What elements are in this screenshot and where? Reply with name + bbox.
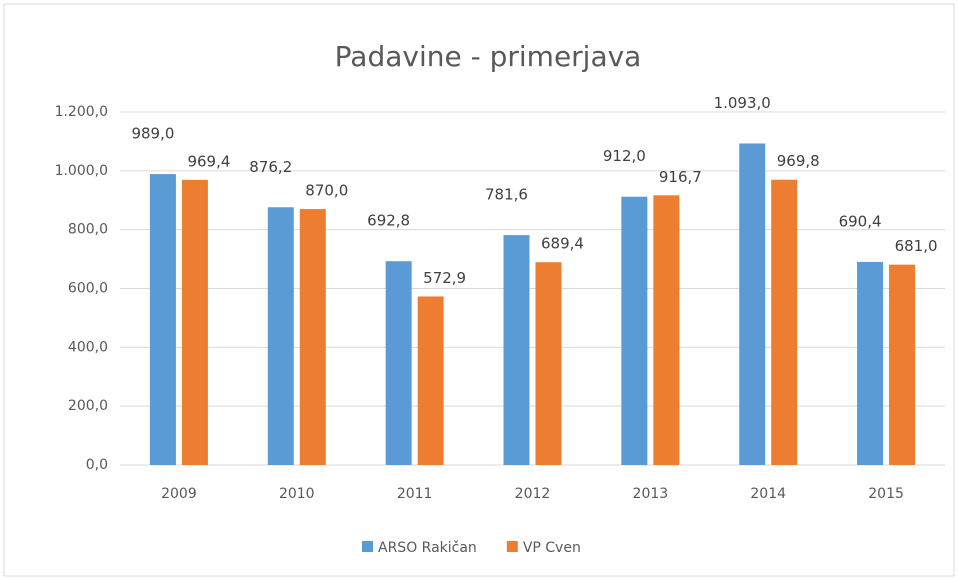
y-tick-label: 1.000,0	[55, 163, 108, 179]
x-tick-label: 2009	[161, 486, 197, 502]
data-label: 989,0	[131, 125, 174, 143]
data-label: 681,0	[895, 237, 938, 255]
bar	[739, 143, 766, 465]
bar	[181, 179, 208, 465]
bar	[621, 196, 648, 465]
legend-swatch	[362, 541, 373, 552]
bar	[417, 296, 444, 465]
data-label: 969,8	[777, 152, 820, 170]
legend-label: VP Cven	[523, 540, 581, 556]
data-label: 969,4	[187, 152, 230, 170]
x-tick-label: 2014	[750, 486, 786, 502]
y-tick-label: 200,0	[68, 398, 108, 414]
legend-swatch	[506, 541, 518, 552]
x-tick-label: 2013	[633, 486, 669, 502]
data-label: 690,4	[839, 212, 882, 230]
x-tick-label: 2015	[868, 486, 904, 502]
x-tick-label: 2010	[279, 486, 315, 502]
bar	[149, 174, 176, 466]
bar	[385, 261, 412, 465]
data-label: 572,9	[423, 269, 466, 287]
y-tick-label: 800,0	[68, 222, 108, 238]
bar	[535, 262, 562, 465]
bar	[857, 261, 884, 465]
bar	[299, 209, 326, 465]
bar	[889, 264, 916, 465]
data-label: 916,7	[659, 168, 702, 186]
data-label: 1.093,0	[714, 94, 771, 112]
data-label: 870,0	[305, 182, 348, 200]
chart-border	[3, 3, 955, 577]
bar	[653, 195, 680, 466]
data-label: 689,4	[541, 235, 584, 253]
x-tick-label: 2012	[515, 486, 551, 502]
data-label: 781,6	[485, 186, 528, 204]
y-tick-label: 600,0	[68, 281, 108, 297]
y-tick-label: 400,0	[68, 339, 108, 355]
bar	[267, 207, 294, 465]
data-label: 876,2	[249, 158, 292, 176]
legend-label: ARSO Rakičan	[378, 540, 477, 556]
data-label: 692,8	[367, 212, 410, 230]
y-tick-label: 1.200,0	[55, 104, 108, 120]
y-tick-label: 0,0	[86, 457, 108, 473]
chart-title: Padavine - primerjava	[335, 40, 642, 73]
data-label: 912,0	[603, 147, 646, 165]
bar	[503, 235, 530, 465]
x-tick-label: 2011	[397, 486, 433, 502]
bar	[771, 179, 798, 465]
